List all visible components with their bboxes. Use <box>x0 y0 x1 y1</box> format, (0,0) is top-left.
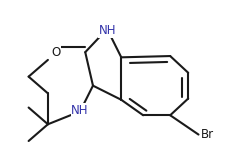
Text: O: O <box>52 46 61 59</box>
Text: NH: NH <box>71 104 89 117</box>
Text: Br: Br <box>201 128 214 141</box>
Text: NH: NH <box>98 24 116 37</box>
